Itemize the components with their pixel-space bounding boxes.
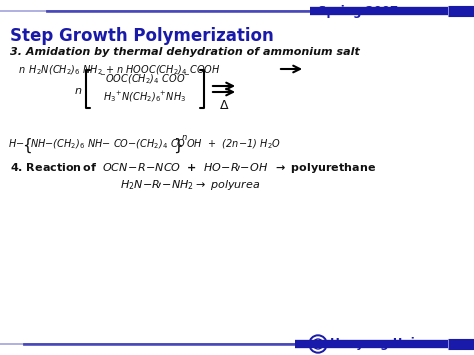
Text: HY: HY (314, 342, 322, 346)
Text: $H_2N\!-\!R\!\prime\!-\!NH_2 \rightarrow$ polyurea: $H_2N\!-\!R\!\prime\!-\!NH_2 \rightarrow… (120, 178, 260, 192)
Text: $n\,$ H$_2$N(CH$_2$)$_6$ NH$_2$ $+$ $n$ HOOC(CH$_2$)$_4$ COOH: $n\,$ H$_2$N(CH$_2$)$_6$ NH$_2$ $+$ $n$ … (18, 63, 221, 77)
Text: $\{$: $\{$ (22, 137, 32, 155)
Circle shape (309, 335, 327, 353)
Text: $n$: $n$ (73, 86, 82, 96)
Text: H$_3$$^{+}$N(CH$_2$)$_6$$^{+}$NH$_3$: H$_3$$^{+}$N(CH$_2$)$_6$$^{+}$NH$_3$ (103, 89, 187, 104)
Text: Step Growth Polymerization: Step Growth Polymerization (10, 27, 274, 45)
Text: $^{-}$OOC(CH$_2$)$_4$ COO$^{-}$: $^{-}$OOC(CH$_2$)$_4$ COO$^{-}$ (99, 72, 191, 86)
Text: 3. Amidation by thermal dehydration of ammonium salt: 3. Amidation by thermal dehydration of a… (10, 47, 360, 57)
Text: $\Delta$: $\Delta$ (219, 99, 229, 112)
Circle shape (311, 337, 325, 351)
Text: NH$-$(CH$_2$)$_6$ NH$-$ CO$-$(CH$_2$)$_4$ CO: NH$-$(CH$_2$)$_6$ NH$-$ CO$-$(CH$_2$)$_4… (30, 137, 186, 151)
Text: OH  $+$  (2$n\!-\!$1) H$_2$O: OH $+$ (2$n\!-\!$1) H$_2$O (186, 137, 281, 151)
Text: Hanyang Univ.: Hanyang Univ. (330, 338, 426, 350)
Text: $n$: $n$ (181, 133, 188, 142)
Text: H$\!-\!\!$: H$\!-\!\!$ (8, 137, 25, 149)
Text: Spring 2007: Spring 2007 (318, 5, 398, 17)
Text: $\}$: $\}$ (173, 137, 183, 155)
Text: $\bf{4.\,Reaction\,of}$  $\it{OCN\!-\!R\!-\!NCO}$  $\bf{+}$  $\it{HO\!-\!R\!\pri: $\bf{4.\,Reaction\,of}$ $\it{OCN\!-\!R\!… (10, 161, 376, 175)
